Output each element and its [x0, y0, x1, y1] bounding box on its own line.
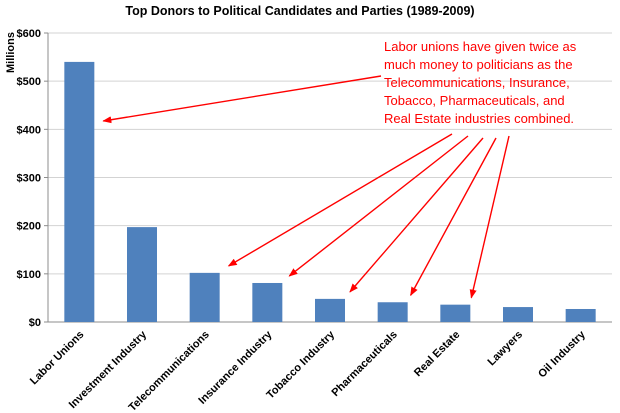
annotation-line: Tobacco, Pharmaceuticals, and: [384, 93, 565, 108]
annotation-arrow: [410, 137, 497, 297]
bars: [64, 61, 596, 323]
y-axis-label: Millions: [5, 32, 17, 73]
y-tick-label: $200: [17, 221, 41, 233]
annotation-arrow: [349, 137, 484, 293]
y-tick-label: $500: [17, 76, 41, 88]
annotation-line: Real Estate industries combined.: [384, 111, 574, 126]
bar: [127, 227, 157, 322]
annotation-line: much money to politicians as the: [384, 57, 573, 72]
bar: [565, 308, 596, 322]
x-tick-label: Labor Unions: [28, 329, 87, 388]
x-tick-label: Oil Industry: [536, 328, 588, 380]
bar: [189, 272, 220, 322]
y-tick-label: $100: [17, 269, 41, 281]
annotation-arrows: [102, 75, 510, 299]
y-tick-label: $300: [17, 173, 41, 185]
chart-title: Top Donors to Political Candidates and P…: [125, 4, 474, 18]
bar: [503, 307, 533, 322]
bar: [377, 302, 408, 322]
bar: [315, 298, 345, 322]
gridlines: [48, 32, 612, 275]
annotation-arrow: [227, 133, 453, 267]
annotation-arrow: [102, 75, 382, 124]
y-tick-label: $400: [17, 124, 41, 136]
annotation-line: Labor unions have given twice as: [384, 39, 577, 54]
y-tick-labels: $0 $100 $200 $300 $400 $500 $600: [17, 28, 41, 329]
y-tick-label: $0: [29, 317, 41, 329]
annotation-line: Telecommunications, Insurance,: [384, 75, 570, 90]
x-tick-label: Pharmaceuticals: [329, 329, 399, 399]
x-tick-label: Real Estate: [412, 329, 462, 379]
annotation-text: Labor unions have given twice as much mon…: [384, 39, 577, 126]
y-tick-label: $600: [17, 28, 41, 40]
annotation-arrow: [469, 135, 510, 299]
x-tick-label: Lawyers: [486, 329, 526, 369]
x-tick-label: Tobacco Industry: [264, 328, 337, 401]
bar: [440, 304, 471, 322]
bar: [64, 61, 95, 323]
annotation-arrow: [288, 135, 469, 277]
bar: [252, 282, 283, 322]
